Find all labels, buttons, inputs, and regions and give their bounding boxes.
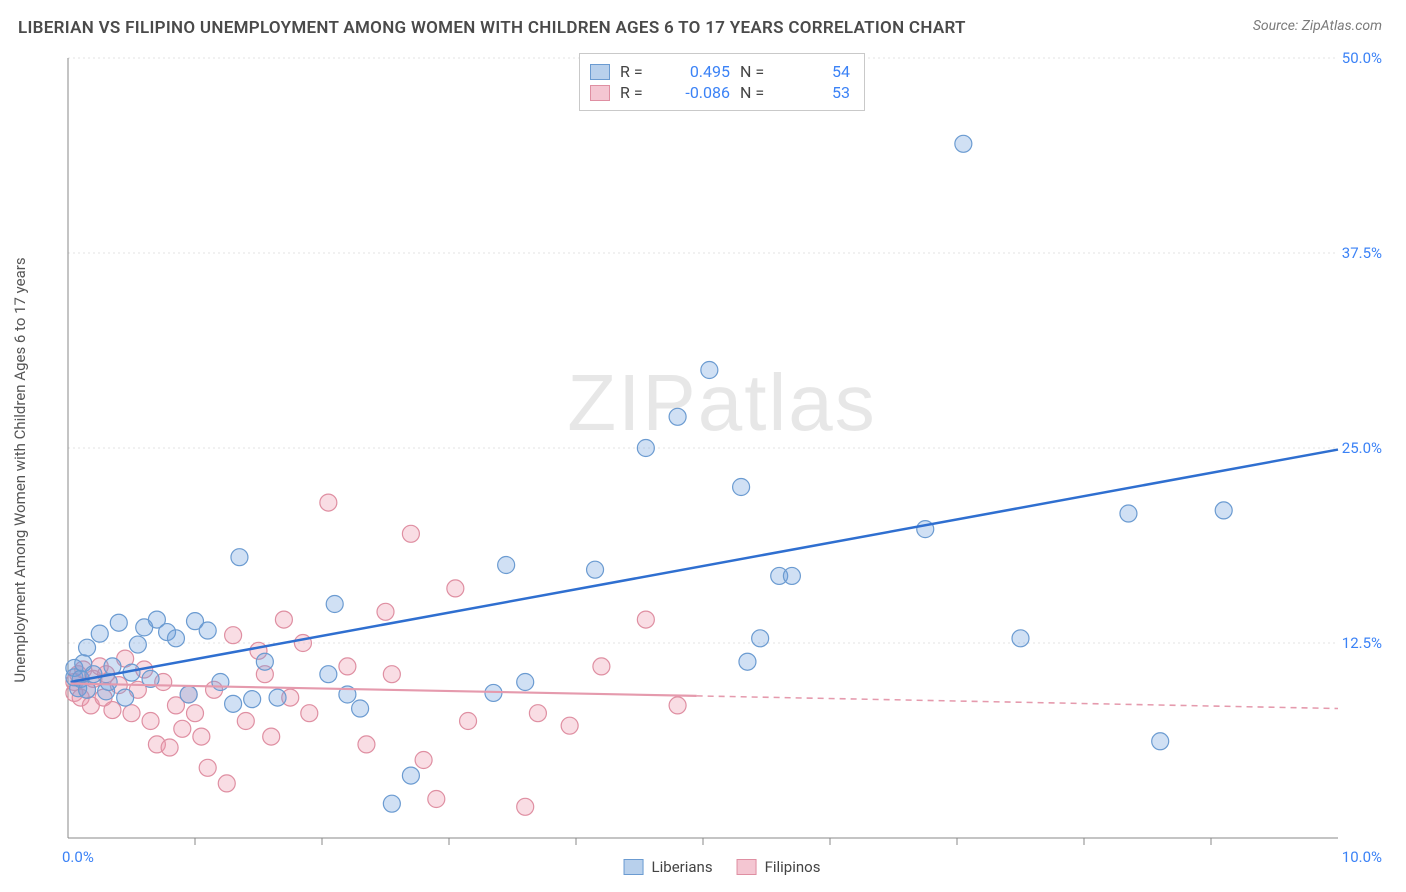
svg-text:37.5%: 37.5% xyxy=(1342,244,1382,262)
legend-label-liberians: Liberians xyxy=(652,858,713,876)
r-value-liberians: 0.495 xyxy=(666,62,730,81)
legend-swatch-liberians xyxy=(624,859,644,875)
svg-text:12.5%: 12.5% xyxy=(1342,634,1382,652)
legend-swatch-filipinos xyxy=(737,859,757,875)
n-value-liberians: 54 xyxy=(786,62,850,81)
svg-text:0.0%: 0.0% xyxy=(62,848,94,866)
n-value-filipinos: 53 xyxy=(786,83,850,102)
chart-area: Unemployment Among Women with Children A… xyxy=(50,48,1394,874)
legend-swatch-filipinos xyxy=(590,85,610,101)
legend-swatch-liberians xyxy=(590,64,610,80)
svg-text:10.0%: 10.0% xyxy=(1342,848,1382,866)
y-axis-label: Unemployment Among Women with Children A… xyxy=(11,257,29,682)
source-attribution: Source: ZipAtlas.com xyxy=(1253,18,1382,34)
correlation-legend: R = 0.495 N = 54 R = -0.086 N = 53 xyxy=(579,53,865,111)
r-value-filipinos: -0.086 xyxy=(666,83,730,102)
scatter-plot-svg: 12.5% 25.0% 37.5% 50.0% 0.0% 10.0% xyxy=(50,48,1394,874)
chart-title: LIBERIAN VS FILIPINO UNEMPLOYMENT AMONG … xyxy=(18,18,966,38)
series-legend: Liberians Filipinos xyxy=(624,858,821,876)
legend-label-filipinos: Filipinos xyxy=(765,858,821,876)
svg-text:25.0%: 25.0% xyxy=(1342,439,1382,457)
svg-text:50.0%: 50.0% xyxy=(1342,49,1382,67)
